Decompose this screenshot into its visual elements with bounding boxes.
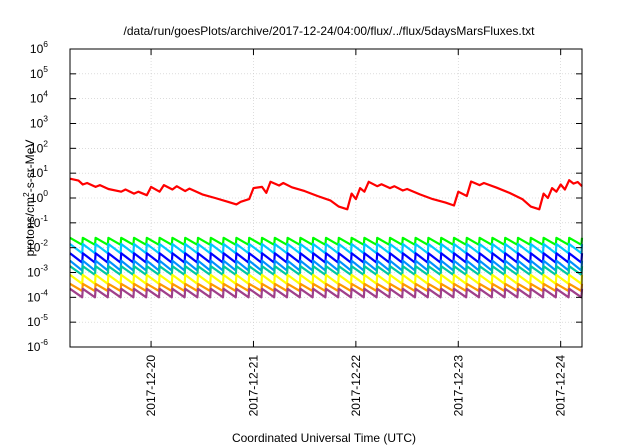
series-line-2 xyxy=(69,236,584,246)
x-tick-label: 2017-12-24 xyxy=(554,355,568,417)
series-line-7 xyxy=(69,273,584,285)
series-line-9 xyxy=(69,287,584,299)
tick-group: 10-6 10-5 10-4 10-3 10-2 10-1 100 101 102 103 104 1… xyxy=(27,39,582,416)
y-tick-label: 10-4 xyxy=(27,287,48,304)
series-line-4 xyxy=(69,252,584,264)
y-tick-label: 102 xyxy=(30,138,48,155)
y-tick-label: 100 xyxy=(30,188,48,205)
y-tick-label: 104 xyxy=(30,89,48,106)
y-tick-label: 106 xyxy=(30,39,48,56)
x-tick-label: 2017-12-21 xyxy=(246,355,260,417)
series-line-6 xyxy=(69,265,584,276)
x-tick-label: 2017-12-20 xyxy=(144,355,158,417)
y-tick-label: 105 xyxy=(30,64,48,81)
y-tick-label: 10-1 xyxy=(27,213,48,230)
series-line-1 xyxy=(69,177,583,211)
y-tick-label: 10-2 xyxy=(27,238,48,255)
series-group xyxy=(69,177,584,299)
y-tick-label: 101 xyxy=(30,163,48,180)
y-tick-label: 10-5 xyxy=(27,312,48,329)
x-tick-label: 2017-12-23 xyxy=(451,355,465,417)
y-axis-label: protons/cm2-s-sr-MeV xyxy=(21,140,37,257)
y-tick-label: 10-6 xyxy=(27,337,48,354)
y-tick-label: 103 xyxy=(30,114,48,131)
series-line-3 xyxy=(69,242,584,255)
chart-title: /data/run/goesPlots/archive/2017-12-24/0… xyxy=(124,24,536,38)
y-tick-label: 10-3 xyxy=(27,263,48,280)
x-tick-label: 2017-12-22 xyxy=(349,355,363,417)
x-axis-label: Coordinated Universal Time (UTC) xyxy=(232,431,416,445)
